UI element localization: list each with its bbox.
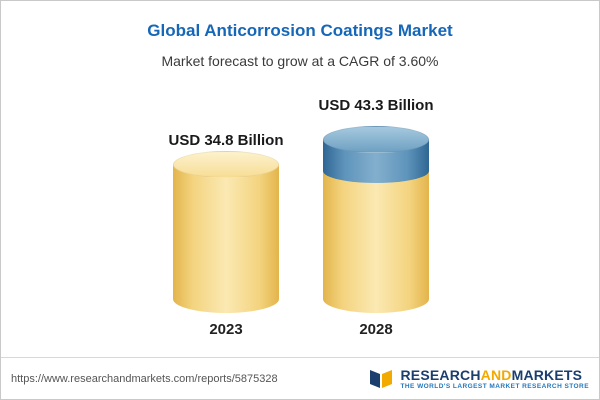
logo-word-markets: MARKETS	[511, 366, 583, 383]
bar-2028-top-ellipse	[323, 126, 429, 153]
logo-wordmark: RESEARCHANDMARKETS	[400, 367, 589, 383]
value-label-2023: USD 34.8 Billion	[168, 132, 284, 149]
logo-text: RESEARCHANDMARKETS THE WORLD'S LARGEST M…	[400, 367, 589, 391]
chart-title: Global Anticorrosion Coatings Market	[147, 21, 453, 40]
bar-2028-cylinder	[323, 126, 429, 313]
bar-2023-cylinder	[173, 151, 279, 313]
logo-tagline: THE WORLD'S LARGEST MARKET RESEARCH STOR…	[400, 382, 589, 390]
report-url-link[interactable]: https://www.researchandmarkets.com/repor…	[11, 372, 278, 385]
axis-label-2028: 2028	[359, 321, 393, 338]
logo-word-research: RESEARCH	[400, 366, 481, 383]
research-and-markets-logo: RESEARCHANDMARKETS THE WORLD'S LARGEST M…	[368, 367, 589, 391]
logo-word-and: AND	[480, 366, 512, 383]
footer: https://www.researchandmarkets.com/repor…	[1, 357, 599, 399]
bar-2023-top-ellipse	[173, 151, 279, 178]
logo-book-icon	[368, 368, 394, 390]
bar-2023-body	[173, 164, 279, 313]
value-label-2028: USD 43.3 Billion	[318, 97, 434, 114]
axis-label-2023: 2023	[209, 321, 243, 338]
chart-subtitle: Market forecast to grow at a CAGR of 3.6…	[161, 53, 439, 69]
